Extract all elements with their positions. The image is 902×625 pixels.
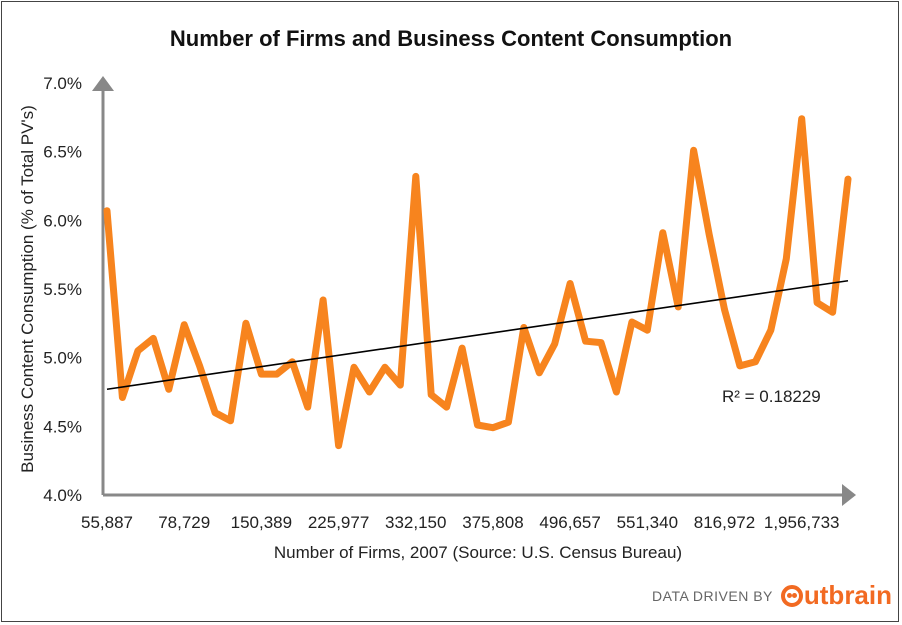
trend-line [106,279,849,391]
y-tick-label: 4.0% [43,486,82,505]
data-point [120,395,124,399]
y-tick-label: 6.5% [43,143,82,162]
x-tick-label: 150,389 [231,513,292,532]
outbrain-logo-text: utbrain [803,580,892,610]
data-point [383,365,387,369]
data-point [213,411,217,415]
data-point [275,372,279,376]
data-point [337,444,341,448]
data-point [614,390,618,394]
x-tick-labels: 55,887 78,729 150,389 225,977 332,150 375,808… [81,513,840,532]
x-tick-label: 55,887 [81,513,133,532]
data-point [784,257,788,261]
data-point [537,371,541,375]
data-point [136,349,140,353]
r-squared-label: R² = 0.18229 [722,387,821,406]
data-point [244,321,248,325]
x-tick-label: 551,340 [617,513,678,532]
data-point [398,383,402,387]
data-point [645,328,649,332]
y-tick-label: 5.0% [43,349,82,368]
data-point [707,232,711,236]
y-axis-arrow [92,76,114,91]
x-tick-label: 816,972 [694,513,755,532]
data-point [367,390,371,394]
chart-title: Number of Firms and Business Content Con… [169,26,733,51]
outbrain-logo-icon [780,584,803,607]
x-axis-arrow [842,484,856,506]
credit-text: DATA DRIVEN BY [652,587,773,604]
data-point [846,177,850,181]
data-point [352,365,356,369]
data-point [738,364,742,368]
data-point [476,423,479,427]
data-point [182,323,186,327]
data-point [723,308,726,312]
data-point [414,174,418,178]
x-tick-label: 1,956,733 [764,513,840,532]
data-point [460,346,464,350]
data-point [815,301,819,305]
series-layer [103,115,852,450]
data-point [151,336,155,340]
data-point [506,420,510,424]
outbrain-logo: utbrain [780,580,892,611]
data-point [167,387,171,391]
data-point [831,310,835,314]
data-point [553,342,557,346]
x-tick-label: 496,657 [539,513,600,532]
x-tick-label: 375,808 [462,513,523,532]
data-point [769,328,773,332]
x-axis-title: Number of Firms, 2007 (Source: U.S. Cens… [274,543,682,562]
data-point [568,282,572,286]
data-point [630,320,634,324]
data-point [445,405,449,409]
y-tick-label: 7.0% [43,74,82,93]
y-axis-title: Business Content Consumption (% of Total… [18,105,37,473]
data-point [661,231,665,235]
data-point [753,360,757,364]
data-point [259,372,263,376]
data-point [491,426,495,430]
y-tick-label: 6.0% [43,211,82,230]
data-point [105,209,109,213]
data-point [198,364,202,368]
x-tick-label: 332,150 [385,513,446,532]
y-tick-label: 5.5% [43,280,82,299]
credit-block: DATA DRIVEN BY utbrain [652,580,892,611]
data-point [229,419,232,423]
data-point [306,405,310,409]
data-point [429,393,433,397]
y-tick-label: 4.5% [43,417,82,436]
data-point [584,339,588,343]
data-point [321,298,325,302]
axes [92,76,856,506]
data-point [800,117,804,121]
x-tick-label: 225,977 [308,513,369,532]
data-point [599,341,603,345]
x-tick-label: 78,729 [158,513,210,532]
y-tick-labels: 4.0% 4.5% 5.0% 5.5% 6.0% 6.5% 7.0% [43,74,82,505]
data-point [692,148,696,152]
